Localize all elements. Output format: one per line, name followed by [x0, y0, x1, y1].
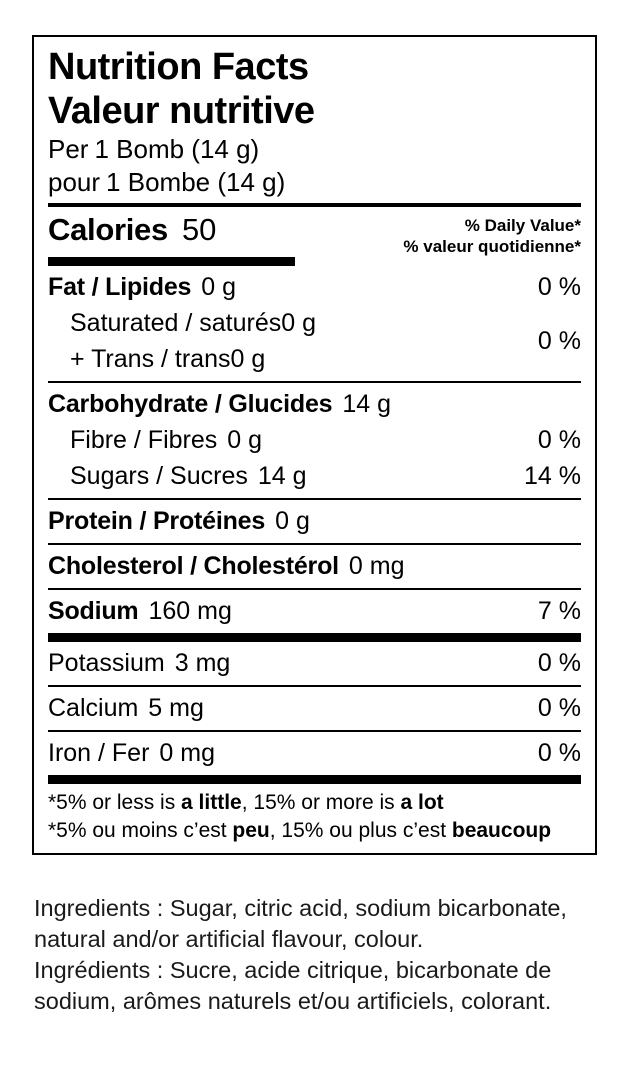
row-amount-fibre: 0 g — [227, 426, 263, 454]
row-name-fibre: Fibre / Fibres — [70, 426, 218, 454]
footnote-block: *5% or less is a little, 15% or more is … — [48, 784, 581, 853]
ingredients-block: Ingredients : Sugar, citric acid, sodium… — [34, 893, 594, 1017]
row-amount-carbohydrate: 14 g — [342, 390, 392, 418]
iron-section: Iron / Fer 0 mg 0 % — [48, 732, 581, 775]
nutrition-facts-panel: Nutrition Facts Valeur nutritive Per 1 Bo… — [32, 35, 597, 855]
calcium-section: Calcium 5 mg 0 % — [48, 687, 581, 730]
row-percent-fibre: 0 % — [537, 426, 581, 454]
row-name-saturated: Saturated / saturés — [70, 309, 282, 337]
table-row-sugars: Sugars / Sucres 14 g 14 % — [48, 458, 581, 494]
row-amount-fat: 0 g — [201, 273, 237, 301]
row-name-fat: Fat / Lipides — [48, 273, 192, 301]
sodium-section: Sodium 160 mg 7 % — [48, 590, 581, 633]
table-row-trans: + Trans / trans 0 g — [48, 341, 316, 377]
rule-below-potassium — [48, 685, 581, 687]
table-row-sodium: Sodium 160 mg 7 % — [48, 593, 581, 629]
footnote-en-bold1: a little — [181, 791, 242, 814]
serving-size-block: Per 1 Bomb (14 g) pour 1 Bombe (14 g) — [48, 133, 581, 203]
serving-size-fr-amount: 1 Bombe (14 g) — [106, 167, 286, 197]
serving-size-en-amount: 1 Bomb (14 g) — [94, 134, 260, 164]
rule-below-fat — [48, 381, 581, 383]
footnote-en-part2: , 15% or more is — [241, 791, 401, 814]
row-percent-calcium: 0 % — [537, 694, 581, 722]
calories-value: 50 — [181, 212, 217, 247]
nutrition-facts-title-fr: Valeur nutritive — [48, 90, 315, 132]
saturated-trans-group: Saturated / saturés 0 g + Trans / trans … — [48, 305, 581, 377]
calories-row: Calories 50 % Daily Value* % valeur quot… — [48, 207, 581, 257]
row-amount-sodium: 160 mg — [148, 597, 232, 625]
serving-size-en-prefix: Per — [48, 134, 89, 164]
row-amount-protein: 0 g — [275, 507, 310, 535]
row-amount-potassium: 3 mg — [174, 649, 231, 677]
row-name-trans: + Trans / trans — [70, 345, 231, 373]
row-percent-iron: 0 % — [537, 739, 581, 767]
row-amount-sugars: 14 g — [257, 462, 307, 490]
row-amount-trans: 0 g — [230, 345, 266, 373]
footnote-en-part1: *5% or less is — [48, 791, 182, 814]
row-name-sodium: Sodium — [48, 597, 139, 625]
table-row-calcium: Calcium 5 mg 0 % — [48, 690, 581, 726]
row-percent-sugars: 14 % — [524, 462, 581, 490]
carbohydrate-section: Carbohydrate / Glucides 14 g Fibre / Fib… — [48, 383, 581, 498]
footnote-fr-part2: , 15% ou plus c’est — [269, 819, 452, 842]
table-row-fat: Fat / Lipides 0 g 0 % — [48, 269, 581, 305]
cholesterol-section: Cholesterol / Cholestérol 0 mg — [48, 545, 581, 588]
table-row-potassium: Potassium 3 mg 0 % — [48, 645, 581, 681]
row-amount-cholesterol: 0 mg — [348, 552, 405, 580]
rule-below-serving — [48, 203, 581, 207]
serving-size-fr-prefix: pour — [48, 167, 101, 197]
row-name-carbohydrate: Carbohydrate / Glucides — [48, 390, 333, 418]
footnote-en: *5% or less is a little, 15% or more is … — [48, 789, 581, 817]
table-row-fibre: Fibre / Fibres 0 g 0 % — [48, 422, 581, 458]
footnote-fr-part1: *5% ou moins c’est — [48, 819, 233, 842]
row-name-protein: Protein / Protéines — [48, 507, 266, 535]
footnote-en-bold2: a lot — [400, 791, 444, 814]
daily-value-header-en: % Daily Value* — [464, 216, 581, 235]
nutrition-facts-title-en: Nutrition Facts — [48, 46, 309, 88]
rule-below-cholesterol — [48, 588, 581, 590]
footnote-fr-bold1: peu — [232, 819, 270, 842]
potassium-section: Potassium 3 mg 0 % — [48, 642, 581, 685]
table-row-carbohydrate: Carbohydrate / Glucides 14 g — [48, 386, 581, 422]
row-amount-iron: 0 mg — [159, 739, 216, 767]
rule-below-calcium — [48, 730, 581, 732]
serving-size-en: Per 1 Bomb (14 g) — [48, 133, 581, 166]
row-name-cholesterol: Cholesterol / Cholestérol — [48, 552, 339, 580]
row-percent-potassium: 0 % — [537, 649, 581, 677]
protein-section: Protein / Protéines 0 g — [48, 500, 581, 543]
rule-below-protein — [48, 543, 581, 545]
table-row-saturated: Saturated / saturés 0 g — [48, 305, 316, 341]
footnote-fr-bold2: beaucoup — [451, 819, 552, 842]
rule-below-carbohydrate — [48, 498, 581, 500]
daily-value-header-fr: % valeur quotidienne* — [403, 237, 581, 256]
ingredients-en: Ingredients : Sugar, citric acid, sodium… — [34, 895, 567, 952]
row-name-iron: Iron / Fer — [48, 739, 150, 767]
rule-below-iron — [48, 775, 581, 784]
table-row-iron: Iron / Fer 0 mg 0 % — [48, 735, 581, 771]
row-percent-fat: 0 % — [537, 273, 581, 301]
footnote-fr: *5% ou moins c’est peu, 15% ou plus c’es… — [48, 817, 581, 845]
ingredients-fr: Ingrédients : Sucre, acide citrique, bic… — [34, 957, 552, 1014]
table-row-protein: Protein / Protéines 0 g — [48, 503, 581, 539]
rule-below-calories — [48, 257, 295, 266]
row-name-calcium: Calcium — [48, 694, 139, 722]
serving-size-fr: pour 1 Bombe (14 g) — [48, 166, 581, 199]
row-percent-sodium: 7 % — [537, 597, 581, 625]
table-row-cholesterol: Cholesterol / Cholestérol 0 mg — [48, 548, 581, 584]
row-percent-saturated-trans: 0 % — [537, 326, 581, 355]
fat-section: Fat / Lipides 0 g 0 % Saturated / saturé… — [48, 266, 581, 381]
calories-label: Calories — [48, 212, 168, 247]
row-name-sugars: Sugars / Sucres — [70, 462, 248, 490]
daily-value-header: % Daily Value* % valeur quotidienne* — [403, 211, 581, 257]
row-name-potassium: Potassium — [48, 649, 165, 677]
rule-below-sodium — [48, 633, 581, 642]
row-amount-saturated: 0 g — [281, 309, 316, 337]
row-amount-calcium: 5 mg — [148, 694, 204, 722]
